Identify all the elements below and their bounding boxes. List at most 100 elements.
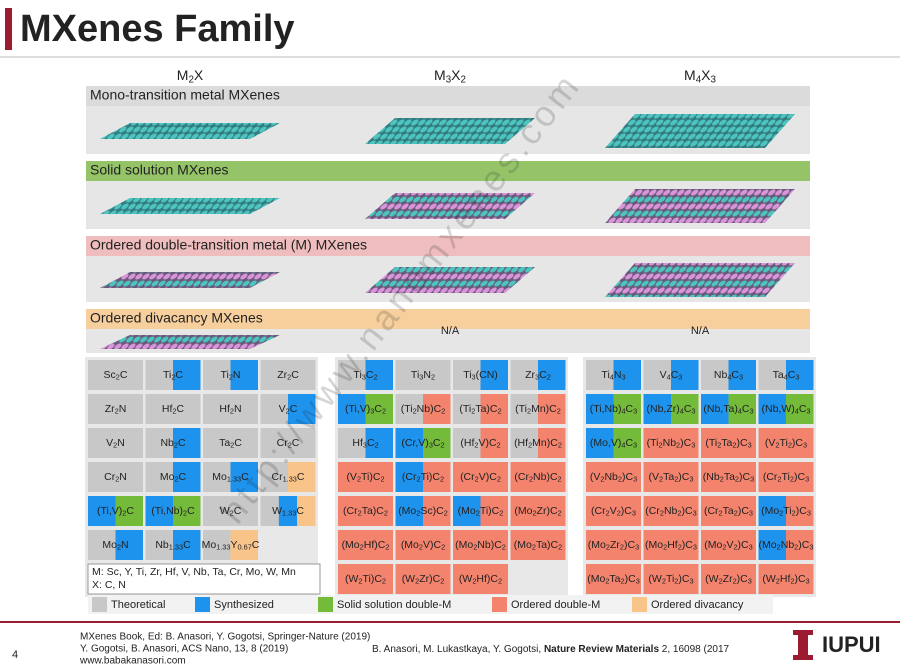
cell-label: (Mo2Sc)C2 [398,505,448,518]
note-text: X: C, N [92,579,126,591]
cell-fill [338,428,366,458]
cell-label: (Cr2Ta)C2 [343,505,388,518]
cell-label: Zr3C2 [525,369,551,382]
cell-fill [203,394,258,424]
footer-right: B. Anasori, M. Lukastkaya, Y. Gogotsi, N… [372,644,730,655]
cell-label: (Mo2Ta2)C3 [587,573,640,586]
cell-fill [260,462,288,492]
cell-fill [88,462,143,492]
cell-label: Ti2N [220,369,240,382]
structure [100,335,280,349]
cell-label: (Nb,Ta)4C3 [703,403,753,416]
cell-fill [145,394,201,424]
cell-fill [453,496,481,526]
cell-label: (W2Zr)C2 [402,573,445,586]
cell-label: Hf2N [219,403,241,416]
legend-swatch [195,597,210,612]
cell-fill [88,394,143,424]
cell-fill [260,360,316,390]
structure [605,189,795,223]
cell-fill [510,360,538,390]
cell-fill [145,496,173,526]
band-label: Ordered divacancy MXenes [90,310,263,326]
column-header: M4X3 [684,67,716,85]
legend-label: Ordered divacancy [651,599,744,611]
cell-label: (Ti,Nb)4C3 [590,403,637,416]
footer-citation: MXenes Book, Ed: B. Anasori, Y. Gogotsi,… [80,632,370,643]
cell-fill [338,462,393,492]
cell-label: Cr2N [104,471,127,484]
cell-fill [758,394,786,424]
band-label: Solid solution MXenes [90,162,229,178]
structure [365,118,535,144]
cell-label: Hf3C2 [352,437,378,450]
cell-fill [538,428,566,458]
cell-fill [701,394,729,424]
cell-label: (W2Ti2)C3 [648,573,693,586]
cell-fill [758,496,786,526]
footer-citation: Y. Gogotsi, B. Anasori, ACS Nano, 13, 8 … [80,644,288,655]
band-label: Mono-transition metal MXenes [90,87,280,103]
cell-label: (Mo2Zr)C2 [514,505,561,518]
cell-label: Zr2C [277,369,299,382]
legend-swatch [632,597,647,612]
cell-fill [480,428,508,458]
structure [100,272,280,288]
cell-fill [395,564,451,594]
cell-label: Hf2C [162,403,185,416]
cell-fill [510,394,538,424]
cell-fill [586,394,614,424]
cell-label: (Cr,V)3C2 [401,437,444,450]
cell-label: (Cr2Ta2)C3 [704,505,753,518]
footer-right-part: B. Anasori, M. Lukastkaya, Y. Gogotsi, [372,644,544,655]
cell-label: W1.33C [272,505,304,518]
legend-swatch [318,597,333,612]
cell-label: Ti4N3 [601,369,625,382]
cell-fill [260,394,288,424]
column-header: M2X [177,67,204,85]
structure [365,193,535,219]
cell-fill [643,428,699,458]
cell-fill [203,360,231,390]
band-label: Ordered double-transition metal (M) MXen… [90,237,367,253]
cell-label: (Ti,V)3C2 [345,403,386,416]
cell-fill [203,462,231,492]
cell-fill [586,428,614,458]
cell-label: Ti2C [163,369,183,382]
cell-label: (Ti2Ta2)C3 [705,437,751,450]
cell-label: (Mo2V)C2 [401,539,445,552]
cell-fill [453,564,508,594]
cell-fill [586,462,641,492]
band-header [86,86,810,106]
cell-label: (Mo2Ti2)C3 [761,505,811,518]
cell-label: V4C3 [660,369,683,382]
cell-fill [173,496,201,526]
cell-fill [643,496,699,526]
legend-box [88,595,773,614]
cell-fill [586,564,641,594]
cell-fill [701,428,756,458]
cell-fill [480,360,508,390]
cell-fill [643,530,699,560]
cell-fill [88,530,116,560]
cell-fill [510,530,566,560]
cell-fill [230,360,258,390]
cell-fill [260,496,279,526]
cell-label: Ti3C2 [353,369,377,382]
cell-fill [786,530,814,560]
structure [100,198,280,214]
cell-label: Ta2C [219,437,242,450]
cell-label: (Hf2V)C2 [460,437,500,450]
cell-label: Ta4C3 [773,369,800,382]
cell-fill [701,564,756,594]
cell-fill [671,394,699,424]
cell-fill [173,428,201,458]
cell-fill [203,428,258,458]
cell-label: (Mo2Ti)C2 [458,505,504,518]
cell-fill [423,462,451,492]
cell-fill [230,530,258,560]
cell-label: W2C [220,505,242,518]
legend-label: Synthesized [214,599,274,611]
cell-fill [395,462,423,492]
